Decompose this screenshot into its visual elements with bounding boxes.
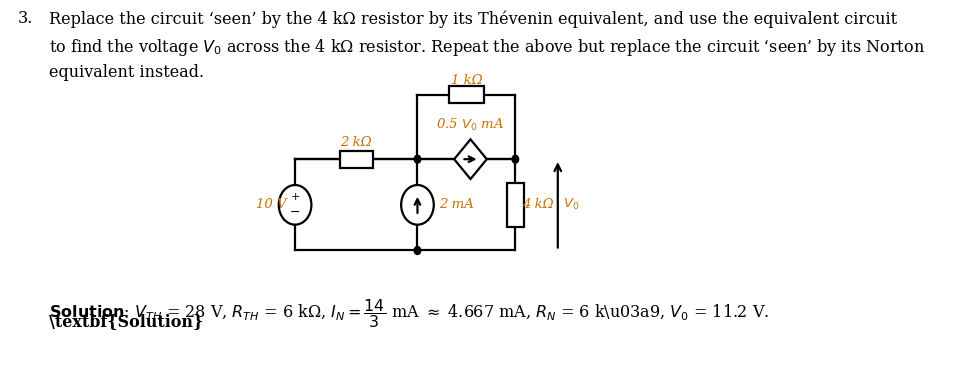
Text: −: − [290, 206, 300, 219]
Text: +: + [291, 192, 299, 202]
Text: 2 mA: 2 mA [439, 199, 474, 211]
Text: 1 kΩ: 1 kΩ [451, 74, 482, 87]
Text: 0.5 $V_0$ mA: 0.5 $V_0$ mA [436, 117, 505, 133]
Text: $V_0$: $V_0$ [563, 197, 580, 213]
Text: 2 kΩ: 2 kΩ [341, 136, 372, 149]
Text: 3.: 3. [17, 10, 33, 27]
Bar [508, 183, 524, 227]
Text: $\mathbf{Solution}$: $V_{TH}$ = 28 V, $R_{TH}$ = 6 kΩ, $I_N = \dfrac{14}{3}$ mA : $\mathbf{Solution}$: $V_{TH}$ = 28 V, $R… [49, 297, 769, 330]
Text: 10 V: 10 V [256, 199, 287, 211]
Circle shape [414, 155, 421, 163]
Text: equivalent instead.: equivalent instead. [49, 64, 204, 81]
Text: \textbf{Solution}: \textbf{Solution} [49, 313, 203, 330]
Circle shape [414, 246, 421, 255]
Polygon shape [455, 139, 487, 179]
Text: 4 kΩ: 4 kΩ [522, 199, 554, 211]
Text: Replace the circuit ‘seen’ by the 4 kΩ resistor by its Thévenin equivalent, and : Replace the circuit ‘seen’ by the 4 kΩ r… [49, 10, 897, 28]
Bar [450, 86, 483, 103]
Text: to find the voltage $V_0$ across the 4 kΩ resistor. Repeat the above but replace: to find the voltage $V_0$ across the 4 k… [49, 37, 924, 58]
Circle shape [512, 155, 519, 163]
Bar [340, 151, 373, 168]
